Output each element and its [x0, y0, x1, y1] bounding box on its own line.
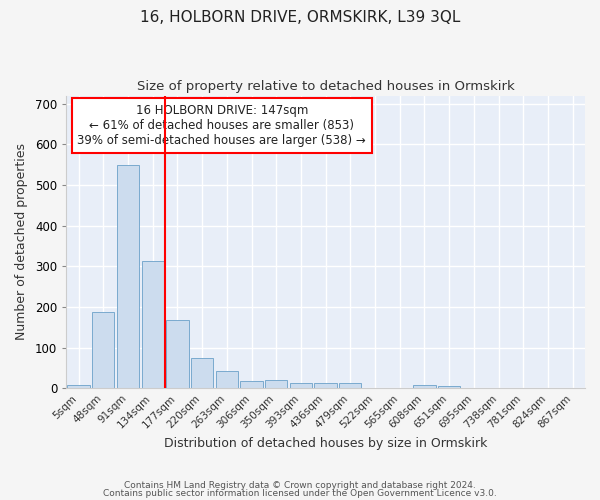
Bar	[438, 386, 460, 388]
Bar	[117, 166, 139, 388]
Bar	[92, 312, 115, 388]
Bar	[215, 372, 238, 388]
Bar	[166, 320, 188, 388]
Bar	[241, 381, 263, 388]
Bar	[314, 384, 337, 388]
Text: Contains public sector information licensed under the Open Government Licence v3: Contains public sector information licen…	[103, 488, 497, 498]
Bar	[191, 358, 213, 388]
Bar	[413, 385, 436, 388]
Bar	[142, 260, 164, 388]
Bar	[290, 384, 312, 388]
Y-axis label: Number of detached properties: Number of detached properties	[15, 144, 28, 340]
Bar	[339, 384, 361, 388]
X-axis label: Distribution of detached houses by size in Ormskirk: Distribution of detached houses by size …	[164, 437, 487, 450]
Text: 16, HOLBORN DRIVE, ORMSKIRK, L39 3QL: 16, HOLBORN DRIVE, ORMSKIRK, L39 3QL	[140, 10, 460, 25]
Text: Contains HM Land Registry data © Crown copyright and database right 2024.: Contains HM Land Registry data © Crown c…	[124, 481, 476, 490]
Bar	[265, 380, 287, 388]
Text: 16 HOLBORN DRIVE: 147sqm
← 61% of detached houses are smaller (853)
39% of semi-: 16 HOLBORN DRIVE: 147sqm ← 61% of detach…	[77, 104, 366, 148]
Title: Size of property relative to detached houses in Ormskirk: Size of property relative to detached ho…	[137, 80, 514, 93]
Bar	[67, 385, 89, 388]
